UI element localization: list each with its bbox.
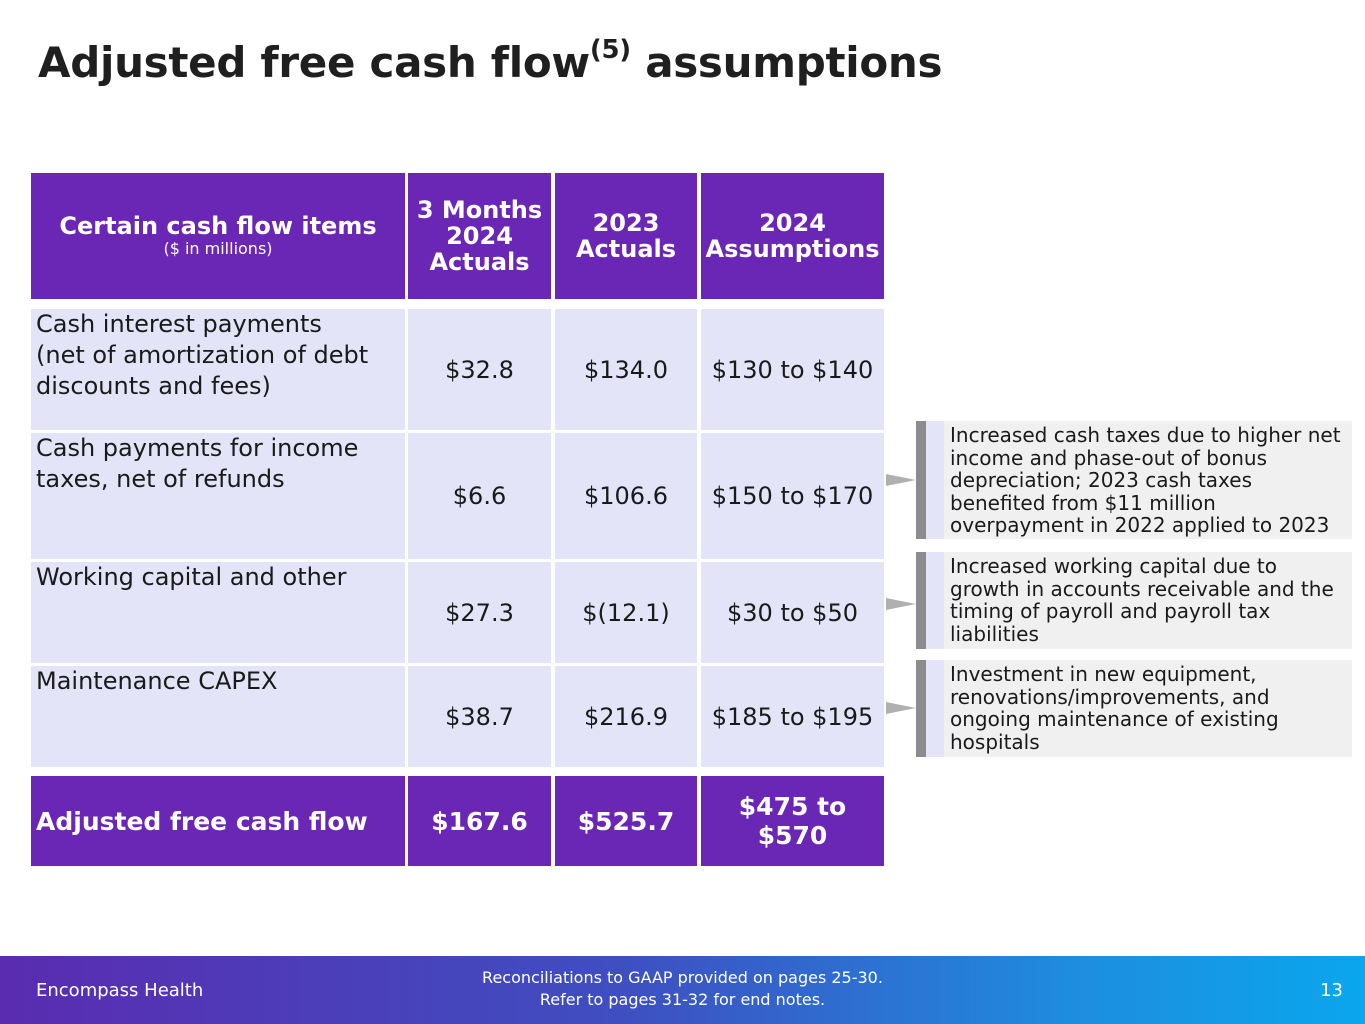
header-label: Certain cash flow items	[59, 212, 377, 240]
row-label-line: taxes, net of refunds	[36, 465, 285, 493]
note-accent-fill	[926, 660, 944, 757]
note-line: depreciation; 2023 cash taxes	[950, 468, 1253, 492]
note-cash-taxes: Increased cash taxes due to higher net i…	[944, 421, 1352, 539]
note-line: Increased cash taxes due to higher net	[950, 423, 1341, 447]
header-2023-actuals: 2023 Actuals	[555, 173, 697, 299]
row-label-working-capital: Working capital and other	[31, 562, 405, 663]
row-label-maintenance-capex: Maintenance CAPEX	[31, 666, 405, 767]
footer-brand: Encompass Health	[36, 980, 204, 1001]
cell-assumption-2024: $185 to $195	[701, 666, 884, 767]
total-fy2023: $525.7	[555, 776, 697, 866]
note-line: renovations/improvements, and	[950, 684, 1270, 709]
cell-q1-2024: $6.6	[408, 433, 551, 559]
callout-arrow-icon	[886, 598, 916, 610]
page-title: Adjusted free cash flow(5) assumptions	[38, 35, 943, 87]
total-assumption-2024: $475 to $570	[701, 776, 884, 866]
callout-arrow-icon	[886, 474, 916, 486]
header-line: Actuals	[575, 235, 677, 263]
total-row-label: Adjusted free cash flow	[31, 776, 405, 866]
header-cash-flow-items: Certain cash flow items ($ in millions)	[31, 173, 405, 299]
note-accent-bar	[916, 660, 926, 757]
footer-note-line: Reconciliations to GAAP provided on page…	[482, 968, 883, 987]
row-label-line: Cash payments for income	[36, 434, 359, 462]
endnote-reference: (5)	[589, 35, 631, 65]
note-accent-fill	[926, 552, 944, 649]
cell-assumption-2024: $130 to $140	[701, 309, 884, 430]
cell-assumption-2024: $150 to $170	[701, 433, 884, 559]
page-number: 13	[1320, 980, 1343, 1001]
note-line: hospitals	[950, 729, 1040, 754]
row-label-line: Cash interest payments	[36, 310, 322, 338]
callout-arrow-icon	[886, 702, 916, 714]
cell-q1-2024: $27.3	[408, 562, 551, 663]
total-q1-2024: $167.6	[408, 776, 551, 866]
header-line: Assumptions	[705, 235, 880, 263]
cell-fy2023: $106.6	[555, 433, 697, 559]
header-line: 3 Months	[416, 196, 543, 224]
note-line: ongoing maintenance of existing	[950, 707, 1279, 731]
row-label-line: (net of amortization of debt	[36, 341, 369, 369]
cell-fy2023: $216.9	[555, 666, 697, 767]
header-3-months-2024: 3 Months 2024 Actuals	[408, 173, 551, 299]
note-line: benefited from $11 million	[950, 490, 1216, 515]
header-line: 2024	[759, 209, 826, 237]
header-2024-assumptions: 2024 Assumptions	[701, 173, 884, 299]
note-line: Increased working capital due to	[950, 554, 1278, 578]
header-line: 2023	[592, 209, 660, 237]
note-working-capital: Increased working capital due to growth …	[944, 552, 1352, 649]
note-line: overpayment in 2022 applied to 2023	[950, 513, 1330, 537]
row-label-line: discounts and fees)	[36, 372, 271, 400]
row-label-line: Working capital and other	[36, 563, 347, 591]
header-units: ($ in millions)	[163, 239, 273, 258]
cell-q1-2024: $32.8	[408, 309, 551, 430]
footer-note-line: Refer to pages 31-32 for end notes.	[539, 990, 826, 1009]
header-line: 2024	[446, 222, 513, 250]
note-accent-bar	[916, 421, 926, 539]
note-line: Investment in new equipment,	[950, 662, 1257, 686]
cell-assumption-2024: $30 to $50	[701, 562, 884, 663]
cell-fy2023: $134.0	[555, 309, 697, 430]
footer-bar: Encompass Health Reconciliations to GAAP…	[0, 956, 1365, 1024]
note-line: timing of payroll and payroll tax	[950, 599, 1271, 623]
note-accent-fill	[926, 421, 944, 539]
note-line: income and phase-out of bonus	[950, 445, 1267, 470]
note-line: growth in accounts receivable and the	[950, 576, 1334, 601]
header-line: Actuals	[429, 248, 530, 276]
note-line: liabilities	[950, 621, 1039, 646]
row-label-cash-interest: Cash interest payments (net of amortizat…	[31, 309, 405, 430]
note-maintenance-capex: Investment in new equipment, renovations…	[944, 660, 1352, 757]
note-accent-bar	[916, 552, 926, 649]
row-label-line: Maintenance CAPEX	[36, 667, 278, 695]
cell-q1-2024: $38.7	[408, 666, 551, 767]
footer-note: Reconciliations to GAAP provided on page…	[0, 967, 1365, 1011]
cell-fy2023: $(12.1)	[555, 562, 697, 663]
row-label-income-taxes: Cash payments for income taxes, net of r…	[31, 433, 405, 559]
